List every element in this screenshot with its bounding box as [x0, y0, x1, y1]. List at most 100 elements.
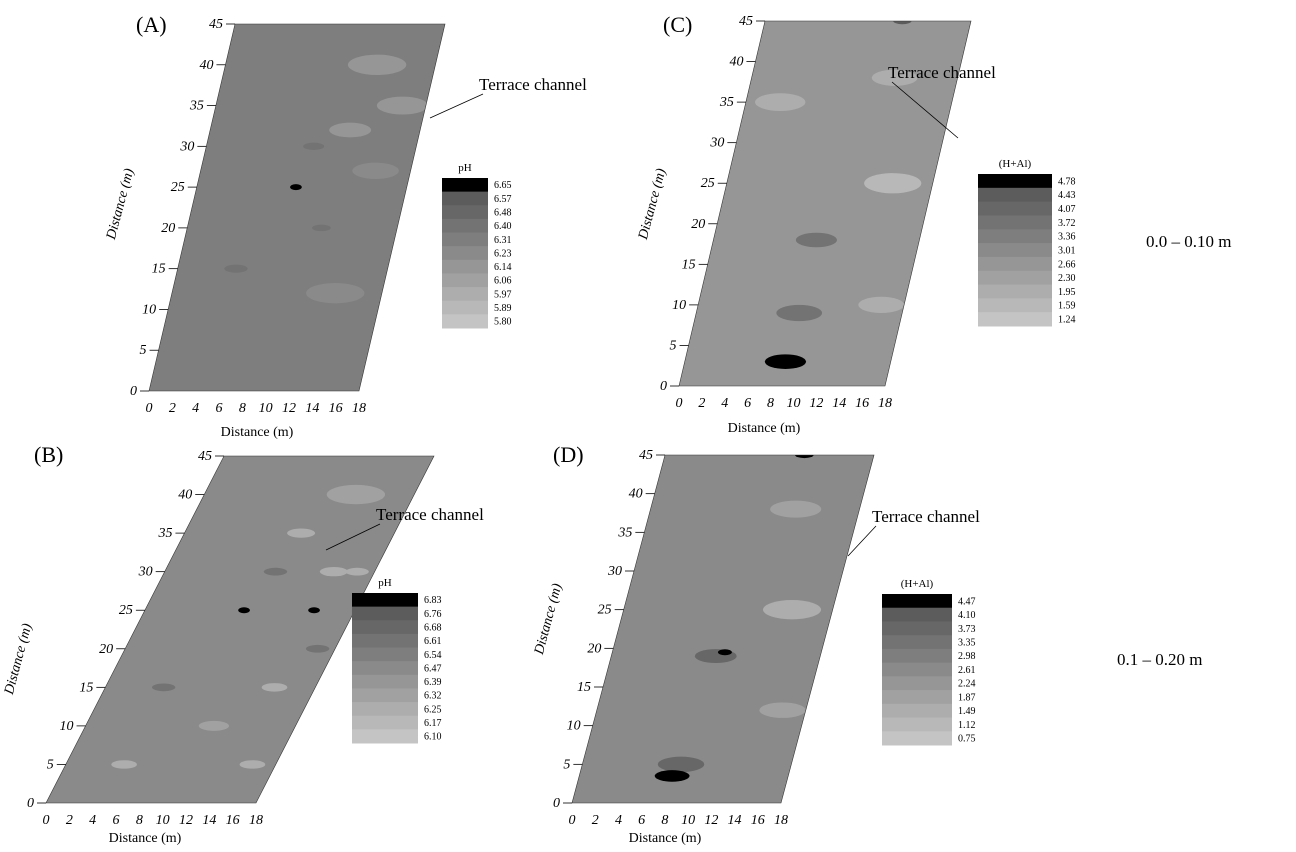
y-tick-label: 25 — [171, 180, 185, 195]
legend-swatch — [442, 232, 488, 247]
legend-label: 1.12 — [958, 720, 976, 731]
contour-feature — [347, 54, 407, 75]
x-tick-label: 14 — [202, 813, 216, 828]
legend-label: 4.10 — [958, 610, 976, 621]
legend-label: 6.61 — [424, 636, 442, 647]
legend-label: 4.78 — [1058, 176, 1076, 187]
terrace-channel-annotation: Terrace channel — [872, 507, 980, 526]
x-tick-label: 10 — [259, 401, 273, 416]
x-tick-label: 0 — [146, 401, 153, 416]
x-tick-label: 2 — [169, 401, 176, 416]
y-axis-label: Distance (m) — [2, 622, 36, 697]
legend-swatch — [978, 270, 1052, 286]
annotation-leader-line — [325, 523, 381, 551]
legend-swatch — [442, 273, 488, 288]
y-tick-label: 0 — [660, 379, 667, 394]
y-tick-label: 20 — [161, 221, 175, 236]
x-tick-label: 18 — [352, 401, 366, 416]
x-tick-label: 0 — [569, 813, 576, 828]
y-axis-label: Distance (m) — [532, 582, 566, 657]
x-tick-label: 16 — [329, 401, 343, 416]
y-tick-label: 20 — [587, 641, 601, 656]
legend: pH 6.65 6.57 6.48 6.40 6.31 6.23 6.14 6.06 5.97 5.… — [442, 162, 512, 329]
legend-swatch — [352, 633, 418, 649]
y-tick-label: 0 — [130, 384, 137, 399]
contour-feature — [755, 93, 806, 112]
contour-feature — [303, 142, 325, 151]
legend-label: 2.66 — [1058, 259, 1076, 270]
legend-swatch — [882, 648, 952, 664]
legend-swatch — [882, 607, 952, 622]
y-tick-label: 45 — [739, 14, 753, 29]
legend-label: 5.97 — [494, 289, 512, 300]
contour-feature — [345, 567, 369, 576]
legend: pH 6.83 6.76 6.68 6.61 6.54 6.47 6.39 6.32 6.25 6.… — [352, 577, 442, 744]
legend-label: 6.40 — [494, 221, 512, 232]
x-tick-label: 12 — [704, 813, 718, 828]
legend: (H+Al) 4.47 4.10 3.73 3.35 2.98 2.61 2.24 1.87 1.… — [882, 578, 976, 746]
legend-label: 6.17 — [424, 718, 442, 729]
contour-feature — [290, 184, 302, 191]
x-axis-label: Distance (m) — [629, 831, 702, 846]
contour-feature — [764, 354, 807, 369]
terrace-channel-annotation: Terrace channel — [376, 505, 484, 524]
plot-background — [46, 456, 434, 803]
legend-label: 6.31 — [494, 235, 512, 246]
y-tick-label: 35 — [189, 99, 204, 114]
x-axis-label: Distance (m) — [109, 831, 182, 846]
contour-feature — [759, 702, 806, 718]
legend: (H+Al) 4.78 4.43 4.07 3.72 3.36 3.01 2.66 2.30 1.… — [978, 158, 1076, 327]
panel-label: (B) — [34, 442, 63, 467]
legend-swatch — [882, 703, 952, 719]
panel-d: 0 5 10 15 20 25 30 35 40 45 0 2 4 6 8 10 12 14 16 18 Distanc… — [532, 442, 980, 846]
plot-area — [149, 24, 445, 391]
legend-swatch — [882, 662, 952, 677]
contour-feature — [111, 760, 137, 769]
y-tick-label: 10 — [142, 302, 156, 317]
x-tick-label: 16 — [226, 813, 240, 828]
x-tick-label: 8 — [767, 396, 774, 411]
y-tick-label: 30 — [607, 564, 622, 579]
annotation-leader-line — [847, 525, 877, 557]
x-tick-label: 6 — [744, 396, 751, 411]
legend-label: 3.35 — [958, 637, 976, 648]
x-tick-label: 18 — [878, 396, 892, 411]
y-tick-label: 25 — [701, 176, 715, 191]
legend-swatch — [442, 191, 488, 206]
panel-a: 0 5 10 15 20 25 30 35 40 45 0 2 4 6 8 10 12 14 16 18 Distanc… — [104, 12, 587, 440]
legend-label: 6.48 — [494, 208, 512, 219]
annotation-leader-line — [891, 81, 959, 139]
legend-label: 3.72 — [1058, 218, 1076, 229]
y-tick-label: 30 — [709, 136, 724, 151]
legend-label: 3.01 — [1058, 245, 1076, 256]
x-tick-label: 4 — [615, 813, 622, 828]
legend-label: 4.47 — [958, 596, 976, 607]
contour-feature — [657, 756, 705, 773]
legend-swatch — [442, 259, 488, 274]
legend-label: 1.95 — [1058, 287, 1076, 298]
legend-swatch — [442, 287, 488, 302]
x-tick-label: 16 — [855, 396, 869, 411]
y-axis-label: Distance (m) — [636, 167, 670, 242]
contour-feature — [312, 224, 331, 232]
legend-label: 6.83 — [424, 595, 442, 606]
y-tick-label: 15 — [152, 262, 166, 277]
legend-label: 6.76 — [424, 609, 442, 620]
panel-b: 0 5 10 15 20 25 30 35 40 45 0 2 4 6 8 10 12 14 16 18 Distanc… — [2, 442, 484, 846]
contour-feature — [305, 644, 330, 653]
legend-swatch — [978, 256, 1052, 272]
x-tick-label: 8 — [239, 401, 246, 416]
legend-swatch — [882, 690, 952, 705]
y-tick-label: 10 — [672, 298, 686, 313]
y-tick-label: 20 — [691, 217, 705, 232]
legend-title: (H+Al) — [901, 578, 934, 590]
x-axis-label: Distance (m) — [728, 421, 801, 436]
y-tick-label: 45 — [639, 448, 653, 463]
legend-swatch — [978, 298, 1052, 313]
legend-swatch — [978, 215, 1052, 230]
legend-swatch — [352, 620, 418, 635]
contour-feature — [239, 760, 266, 769]
x-tick-label: 10 — [681, 813, 695, 828]
contour-feature — [858, 296, 905, 313]
legend-label: 6.54 — [424, 650, 442, 661]
